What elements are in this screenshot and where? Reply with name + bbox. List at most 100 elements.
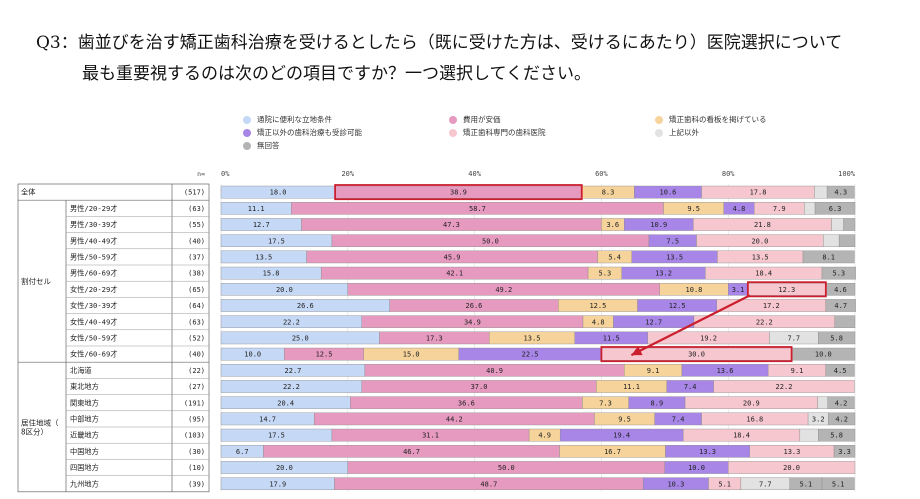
- data-label: 17.2: [763, 302, 780, 310]
- data-label: 22.7: [285, 367, 302, 375]
- data-label: 25.0: [292, 335, 309, 343]
- legend-swatch: [243, 115, 251, 124]
- bar-segment: [843, 218, 856, 231]
- row-label: 女性/20-29才: [70, 285, 118, 294]
- data-label: 4.3: [834, 189, 847, 197]
- bar-segment: [833, 445, 856, 458]
- data-label: 22.2: [756, 318, 773, 326]
- legend-item: 通院に便利な立地条件: [243, 114, 332, 125]
- data-label: 8.9: [651, 399, 664, 407]
- data-label: 17.5: [268, 237, 285, 245]
- legend-label: 通院に便利な立地条件: [257, 115, 332, 124]
- row-label: 全体: [21, 188, 35, 197]
- row-n: (65): [188, 286, 205, 294]
- bar-segment: [728, 461, 856, 474]
- data-label: 9.1: [791, 367, 804, 375]
- data-label: 10.9: [650, 221, 667, 229]
- row-label: 女性/60-69才: [70, 350, 118, 359]
- data-label: 30.0: [688, 351, 705, 359]
- row-label: 男性/60-69才: [70, 269, 118, 278]
- bar-segment: [713, 380, 855, 393]
- data-label: 14.7: [259, 416, 276, 424]
- data-label: 16.8: [746, 416, 763, 424]
- data-label: 3.3: [838, 448, 851, 456]
- data-label: 9.5: [618, 416, 631, 424]
- data-label: 26.6: [297, 302, 314, 310]
- data-label: 13.3: [783, 448, 800, 456]
- data-label: 3.2: [812, 416, 825, 424]
- highlight-arrow-line: [630, 294, 751, 357]
- row-n: (40): [188, 351, 205, 359]
- data-label: 12.5: [669, 302, 686, 310]
- question-text: Q3：歯並びを治す矯正歯科治療を受けるとしたら（既に受けた方は、受けるにあたり）…: [36, 28, 906, 90]
- data-label: 12.5: [589, 302, 606, 310]
- data-label: 22.2: [776, 383, 793, 391]
- bar-segment: [818, 428, 856, 442]
- x-tick-label: 80%: [722, 170, 735, 178]
- data-label: 20.0: [783, 464, 800, 472]
- group-label: 居住地域（: [21, 418, 59, 428]
- data-label: 12.7: [645, 318, 662, 326]
- row-label: 男性/30-39才: [70, 220, 118, 229]
- data-label: 5.8: [830, 432, 843, 440]
- data-label: 20.0: [751, 237, 768, 245]
- bar-segment: [834, 315, 856, 329]
- data-label: 16.7: [604, 448, 621, 456]
- data-label: 4.9: [538, 432, 551, 440]
- x-tick-label: 60%: [595, 170, 608, 178]
- row-n: (63): [188, 205, 205, 213]
- row-label: 中国地方: [70, 447, 99, 456]
- legend-item: 上記以外: [655, 127, 699, 138]
- bar-segment: [804, 201, 816, 215]
- data-label: 5.1: [832, 480, 845, 488]
- row-n: (95): [188, 416, 205, 424]
- data-label: 37.0: [471, 383, 488, 391]
- row-label: 男性/40-49才: [70, 236, 118, 245]
- row-n: (191): [184, 399, 205, 407]
- bar-segment: [818, 331, 856, 345]
- row-label: 関東地方: [70, 398, 99, 407]
- data-label: 12.7: [253, 221, 270, 229]
- data-label: 20.9: [743, 399, 760, 407]
- data-label: 5.4: [608, 254, 621, 262]
- data-label: 11.1: [623, 383, 640, 391]
- data-label: 19.4: [613, 432, 630, 440]
- bar-segment: [826, 185, 855, 199]
- data-label: 34.9: [464, 318, 481, 326]
- data-label: 6.7: [236, 448, 249, 456]
- highlight-box: [334, 184, 583, 201]
- data-label: 18.0: [270, 189, 287, 197]
- data-label: 36.6: [458, 399, 475, 407]
- data-label: 49.2: [495, 286, 512, 294]
- legend-label: 矯正歯科専門の歯科医院: [463, 128, 546, 137]
- data-label: 17.8: [750, 189, 767, 197]
- highlight-box: [600, 346, 793, 363]
- data-label: 45.9: [444, 254, 461, 262]
- data-label: 4.5: [834, 367, 847, 375]
- data-label: 4.2: [835, 416, 848, 424]
- legend-swatch: [655, 115, 663, 124]
- row-n: (40): [188, 237, 205, 245]
- row-label: 男性/20-29才: [70, 204, 118, 213]
- data-label: 3.1: [732, 286, 745, 294]
- legend-item: 無回答: [243, 140, 280, 151]
- row-n: (103): [184, 432, 205, 440]
- data-label: 38.9: [450, 189, 467, 197]
- data-label: 9.5: [687, 205, 700, 213]
- data-label: 4.8: [592, 318, 605, 326]
- bar-segment: [814, 201, 856, 215]
- group-label: 8区分）: [21, 428, 48, 437]
- row-n: (39): [188, 480, 205, 488]
- label-table-frame: [17, 183, 210, 493]
- x-tick-label: 20%: [341, 170, 354, 178]
- legend-label: 矯正以外の歯科治療も受診可能: [257, 128, 362, 137]
- legend-label: 無回答: [257, 141, 280, 150]
- data-label: 5.3: [599, 270, 612, 278]
- row-label: 女性/30-39才: [70, 301, 118, 310]
- data-label: 10.0: [688, 464, 705, 472]
- bar-segment: [823, 234, 840, 248]
- row-n: (55): [188, 221, 205, 229]
- data-label: 7.7: [759, 480, 772, 488]
- legend-item: 矯正歯科専門の歯科医院: [449, 127, 546, 138]
- row-n: (27): [188, 383, 205, 391]
